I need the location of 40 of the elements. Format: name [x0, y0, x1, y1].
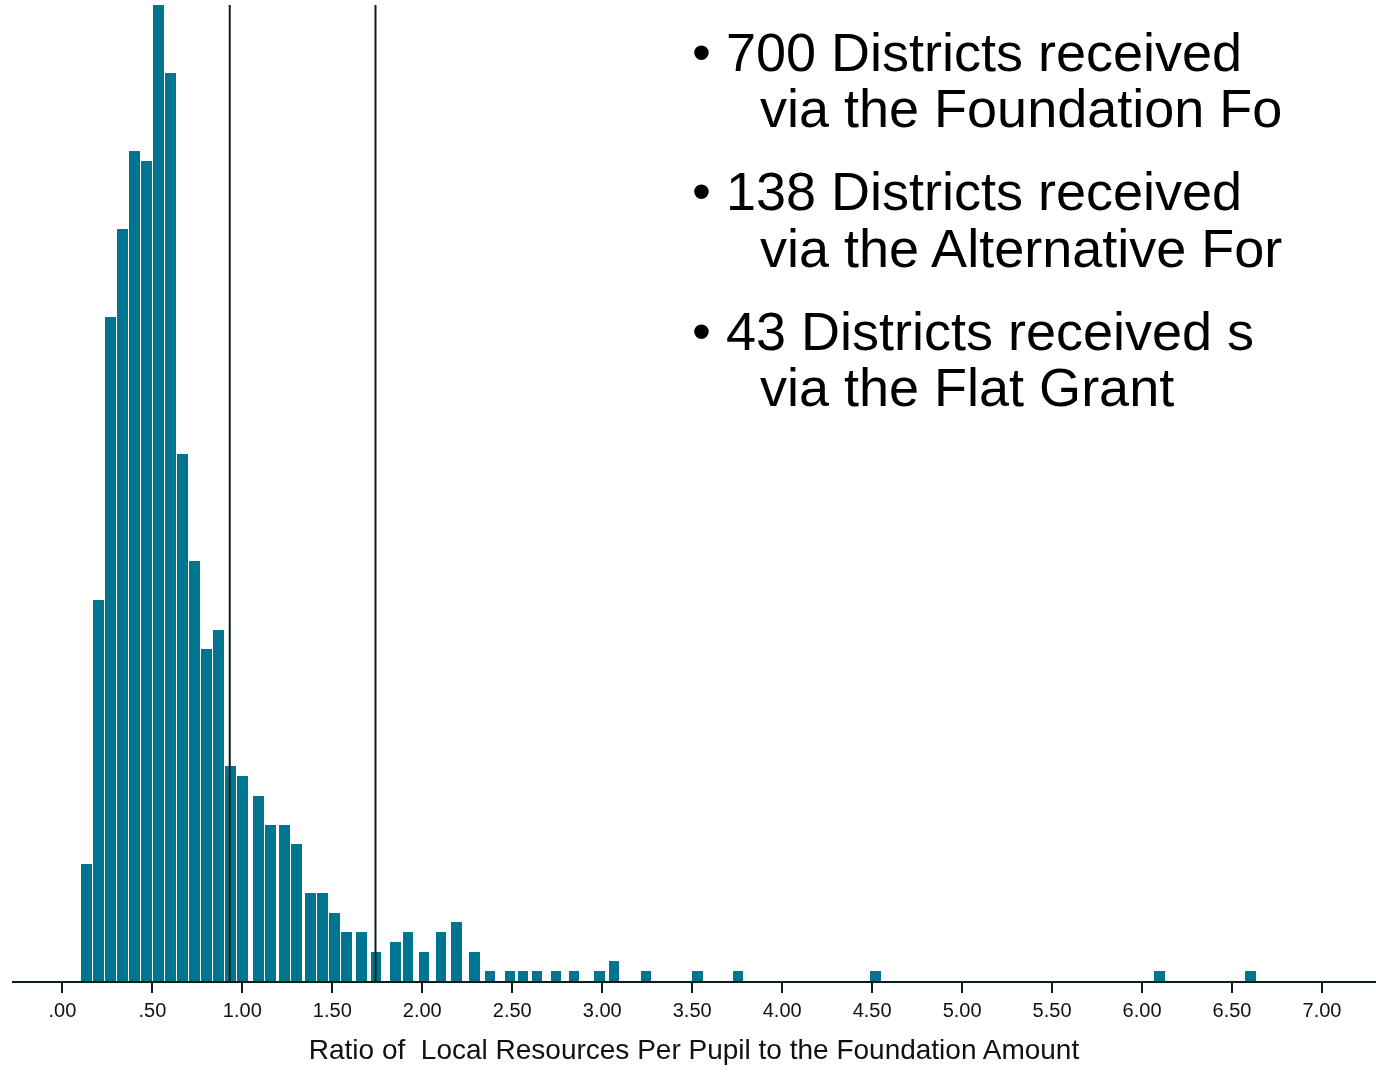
bar: [1154, 971, 1165, 981]
x-tick-label: .50: [138, 998, 167, 1021]
bar: [419, 952, 429, 981]
bar: [469, 952, 480, 981]
x-axis-title: Ratio of Local Resources Per Pupil to the Foundation Amount: [308, 1034, 1080, 1066]
x-tick-label: 1.50: [312, 998, 352, 1021]
bar: [733, 971, 743, 981]
bar: [403, 932, 413, 981]
bar: [609, 961, 619, 981]
x-tick-label: 7.00: [1302, 998, 1342, 1021]
x-tick-label: 2.00: [402, 998, 442, 1021]
x-tick-label: 3.50: [672, 998, 712, 1021]
annotation: • 138 Districts received via the Alternative For: [692, 161, 1283, 278]
bar: [485, 971, 495, 981]
x-tick-label: 4.50: [852, 998, 892, 1021]
x-tick-label: .00: [48, 998, 77, 1021]
bar: [390, 942, 401, 981]
bar: [518, 971, 528, 981]
x-tick-label: 2.50: [492, 998, 532, 1021]
bar: [641, 971, 651, 981]
annotation: • 43 Districts received s via the Flat Grant: [692, 301, 1255, 417]
annotation: • 700 Districts received via the Foundation Fo: [692, 22, 1283, 138]
bar: [569, 971, 579, 981]
bar: [356, 932, 367, 981]
bar: [532, 971, 542, 981]
x-tick-label: 5.50: [1032, 998, 1072, 1021]
x-tick-label: 4.00: [762, 998, 802, 1021]
x-tick-label: 1.00: [222, 998, 262, 1021]
bar: [692, 971, 703, 981]
bar: [594, 971, 605, 981]
x-tick-label: 3.00: [582, 998, 622, 1021]
bar: [1245, 971, 1256, 981]
x-tick-label: 5.00: [942, 998, 982, 1021]
x-tick-label: 6.50: [1212, 998, 1252, 1021]
bar: [451, 922, 462, 981]
bar: [436, 932, 446, 981]
bar: [505, 971, 515, 981]
bar: [551, 971, 561, 981]
bar: [870, 971, 881, 981]
x-tick-label: 6.00: [1122, 998, 1162, 1021]
